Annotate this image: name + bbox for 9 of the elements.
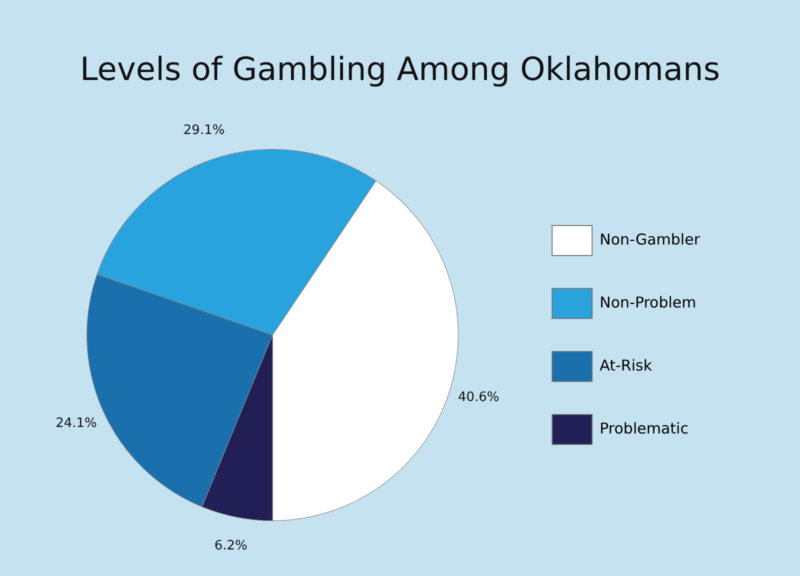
chart-title: Levels of Gambling Among Oklahomans <box>79 50 721 88</box>
data-label: 40.6% <box>458 390 500 406</box>
legend-label: Non-Problem <box>600 293 696 312</box>
data-label: 6.2% <box>214 538 248 554</box>
data-label: 29.1% <box>183 123 225 138</box>
legend-label: Problematic <box>600 419 688 438</box>
data-label: 24.1% <box>56 416 97 432</box>
legend-label: Non-Gambler <box>600 230 701 248</box>
legend-label: At-Risk <box>600 356 652 374</box>
